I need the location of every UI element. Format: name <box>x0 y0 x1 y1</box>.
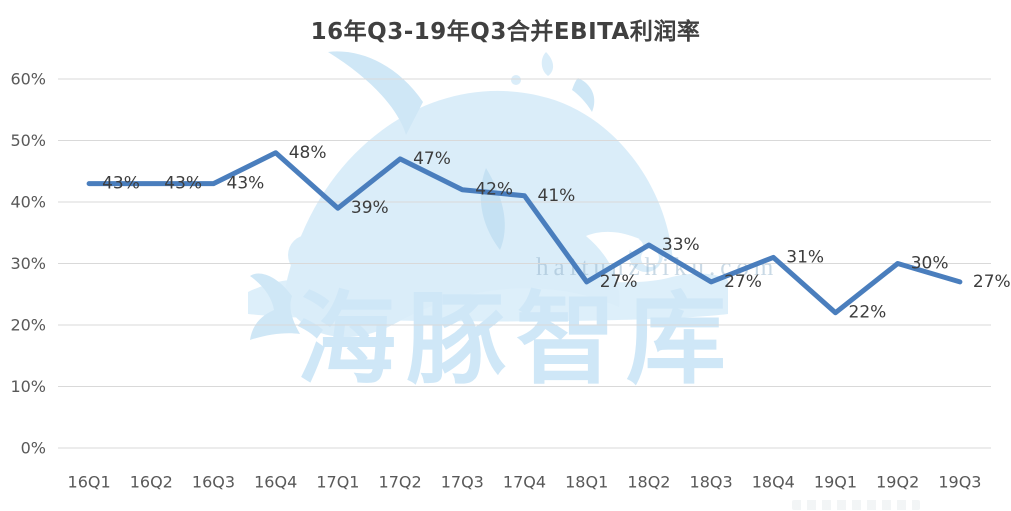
x-axis-label: 17Q1 <box>316 473 359 492</box>
data-label: 27% <box>600 272 638 292</box>
data-label: 41% <box>538 186 576 206</box>
data-label: 43% <box>227 174 265 194</box>
x-axis-label: 16Q3 <box>192 473 235 492</box>
y-axis-tick-label: 50% <box>10 131 46 150</box>
chart-title: 16年Q3-19年Q3合并EBITA利润率 <box>310 19 701 45</box>
x-axis-label: 19Q3 <box>938 473 981 492</box>
y-axis-tick-label: 30% <box>10 254 46 273</box>
x-axis-label: 18Q4 <box>752 473 795 492</box>
x-axis-label: 17Q3 <box>441 473 484 492</box>
data-label: 39% <box>351 198 389 218</box>
data-label: 47% <box>413 149 451 169</box>
x-axis-label: 19Q2 <box>876 473 919 492</box>
data-label: 27% <box>724 272 762 292</box>
y-axis-tick-label: 40% <box>10 193 46 212</box>
x-axis-label: 18Q1 <box>565 473 608 492</box>
data-label: 43% <box>102 174 140 194</box>
y-axis-tick-label: 20% <box>10 316 46 335</box>
data-label: 30% <box>911 254 949 274</box>
y-axis-tick-label: 0% <box>21 439 46 458</box>
x-axis-label: 19Q1 <box>814 473 857 492</box>
data-label: 22% <box>849 303 887 323</box>
x-axis-label: 18Q2 <box>627 473 670 492</box>
x-axis-label: 16Q2 <box>130 473 173 492</box>
x-axis-label: 17Q4 <box>503 473 546 492</box>
x-axis-label: 18Q3 <box>690 473 733 492</box>
x-axis-label: 16Q4 <box>254 473 297 492</box>
cropped-watermark-remnant <box>792 500 920 510</box>
data-label: 27% <box>973 272 1011 292</box>
y-axis-tick-label: 10% <box>10 377 46 396</box>
x-axis-label: 17Q2 <box>379 473 422 492</box>
y-axis-tick-label: 60% <box>10 70 46 89</box>
data-label: 43% <box>164 174 202 194</box>
series-line <box>86 150 963 316</box>
data-label: 31% <box>786 247 824 267</box>
data-label: 42% <box>475 180 513 200</box>
data-label: 48% <box>289 143 327 163</box>
data-label: 33% <box>662 235 700 255</box>
x-axis-label: 16Q1 <box>68 473 111 492</box>
